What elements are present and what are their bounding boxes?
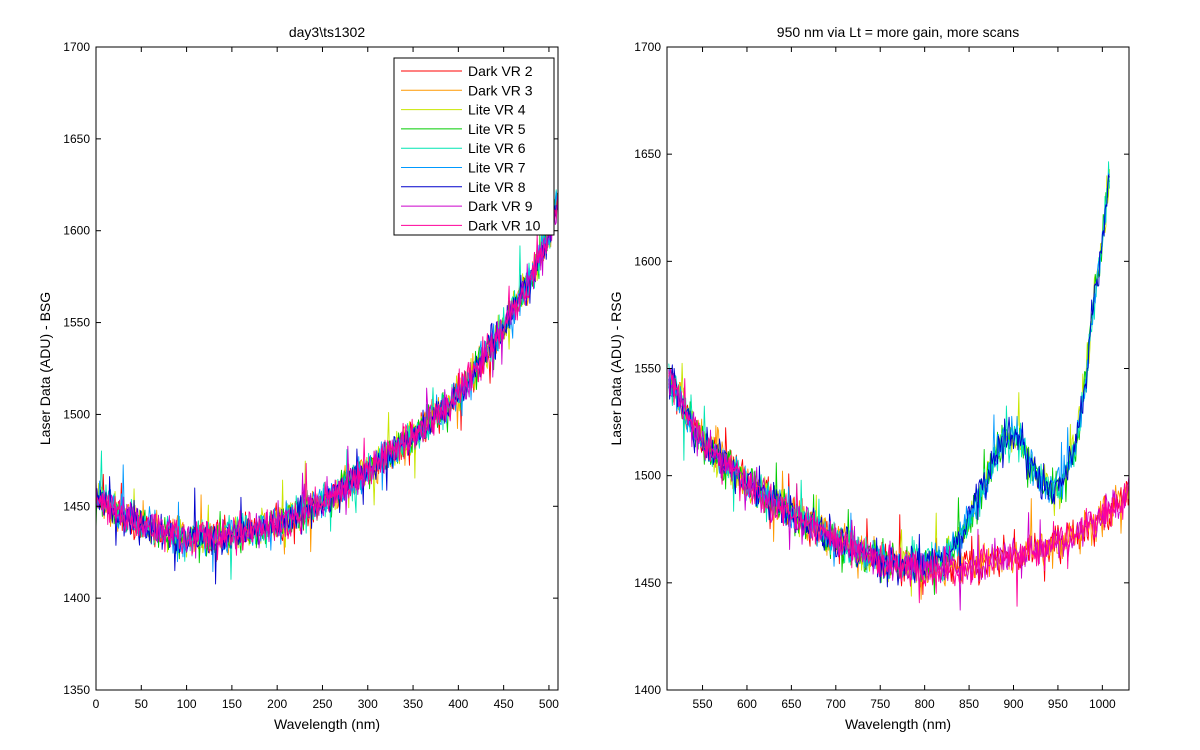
left-x-axis-label: Wavelength (nm) (274, 716, 380, 732)
right-ticks: 550 600 650 700 750 800 850 900 950 1000 1400 1450 1… (634, 40, 1129, 711)
legend-label: Lite VR 7 (468, 160, 526, 176)
left-y-tick-label: 1450 (63, 499, 90, 513)
right-y-tick-label: 1500 (634, 469, 661, 483)
left-x-tick-label: 300 (358, 697, 378, 711)
legend-label: Lite VR 4 (468, 102, 526, 118)
legend-entries: Dark VR 2 Dark VR 3 Lite VR 4 Lite VR 5 Lite… (401, 63, 541, 233)
left-y-tick-label: 1700 (63, 40, 90, 54)
right-plot: 550 600 650 700 750 800 850 900 950 1000 1400 1450 1… (608, 24, 1130, 732)
right-series-group (668, 161, 1129, 611)
legend-label: Dark VR 2 (468, 63, 533, 79)
right-y-axis-label: Laser Data (ADU) - RSG (608, 291, 624, 445)
left-ticks: 0 50 100 150 200 250 300 350 400 450 500 1350 1400 14… (63, 40, 559, 711)
legend-label: Dark VR 10 (468, 217, 541, 233)
right-y-tick-label: 1400 (634, 683, 661, 697)
right-y-tick-label: 1550 (634, 362, 661, 376)
left-y-tick-label: 1650 (63, 132, 90, 146)
left-y-tick-label: 1350 (63, 683, 90, 697)
right-series-line (668, 369, 1129, 611)
right-y-tick-label: 1700 (634, 40, 661, 54)
right-x-tick-label: 600 (737, 697, 757, 711)
left-x-tick-label: 150 (222, 697, 242, 711)
right-x-tick-label: 650 (781, 697, 801, 711)
left-series-line (96, 190, 558, 561)
left-y-axis-label: Laser Data (ADU) - BSG (37, 292, 53, 445)
right-plot-title: 950 nm via Lt = more gain, more scans (777, 24, 1019, 40)
left-y-tick-label: 1500 (63, 407, 90, 421)
legend: Dark VR 2 Dark VR 3 Lite VR 4 Lite VR 5 Lite… (393, 57, 555, 236)
left-x-tick-label: 400 (448, 697, 468, 711)
right-plot-area (667, 47, 1129, 690)
right-y-tick-label: 1650 (634, 147, 661, 161)
left-series-group (96, 189, 558, 585)
right-x-axis-label: Wavelength (nm) (845, 716, 951, 732)
right-x-tick-label: 1000 (1089, 697, 1116, 711)
legend-label: Lite VR 8 (468, 179, 526, 195)
right-series-line (668, 368, 1129, 607)
legend-label: Dark VR 3 (468, 82, 533, 98)
left-y-tick-label: 1600 (63, 224, 90, 238)
right-x-tick-label: 700 (826, 697, 846, 711)
left-x-tick-label: 500 (539, 697, 559, 711)
left-plot: 0 50 100 150 200 250 300 350 400 450 500 1350 1400 14… (37, 24, 559, 732)
right-x-tick-label: 750 (870, 697, 890, 711)
left-x-tick-label: 50 (135, 697, 149, 711)
right-x-tick-label: 550 (693, 697, 713, 711)
left-y-tick-label: 1400 (63, 591, 90, 605)
right-x-tick-label: 800 (915, 697, 935, 711)
left-series-line (96, 198, 558, 559)
legend-label: Lite VR 5 (468, 121, 526, 137)
left-x-tick-label: 100 (177, 697, 197, 711)
left-plot-title: day3\ts1302 (289, 24, 365, 40)
right-y-tick-label: 1600 (634, 254, 661, 268)
right-y-tick-label: 1450 (634, 576, 661, 590)
right-x-tick-label: 900 (1003, 697, 1023, 711)
left-x-tick-label: 200 (267, 697, 287, 711)
left-plot-frame (95, 46, 559, 691)
legend-label: Lite VR 6 (468, 140, 526, 156)
legend-label: Dark VR 9 (468, 198, 533, 214)
right-x-tick-label: 850 (959, 697, 979, 711)
left-x-tick-label: 0 (93, 697, 100, 711)
left-x-tick-label: 350 (403, 697, 423, 711)
legend-box (393, 57, 555, 236)
left-x-tick-label: 450 (494, 697, 514, 711)
right-x-tick-label: 950 (1048, 697, 1068, 711)
left-x-tick-label: 250 (312, 697, 332, 711)
left-y-tick-label: 1550 (63, 316, 90, 330)
